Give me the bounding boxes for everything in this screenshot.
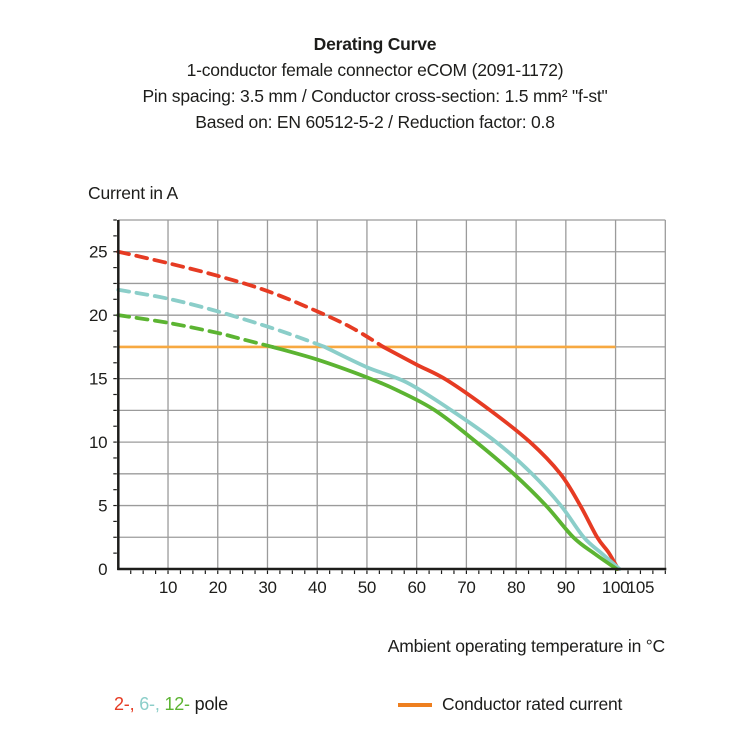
x-tick-label: 70 [457,578,475,597]
curve-2-pole [116,249,620,571]
page-title: Derating Curve [313,34,437,54]
x-axis-label: Ambient operating temperature in °C [387,636,665,656]
x-tick-label: 105 [627,578,654,597]
axes [117,220,667,571]
legend-rated-current: Conductor rated current [398,694,622,715]
x-tick-label: 50 [358,578,376,597]
curve-12-pole [116,313,619,571]
x-tick-label: 80 [507,578,525,597]
curve-6-pole-dashed [116,287,327,349]
rated-current-label: Conductor rated current [442,694,623,714]
curve-6-pole [116,287,622,571]
curve-2-pole-dashed [116,249,386,349]
y-tick-label: 10 [89,433,107,452]
y-tick-label: 5 [98,497,107,516]
curve-12-pole-dashed [116,313,275,349]
legend-pole-word: pole [194,694,228,714]
y-axis-label: Current in A [88,183,179,203]
curve-12-pole-solid [270,345,619,571]
y-tick-label: 15 [89,370,107,389]
chart-header: Derating Curve 1-conductor female connec… [0,31,750,135]
rated-current-line-swatch [398,702,432,707]
x-tick-label: 100 [602,578,629,597]
legend-12-pole: 12- [164,694,195,714]
subtitle-line-2: Pin spacing: 3.5 mm / Conductor cross-se… [142,86,608,106]
x-tick-label: 20 [209,578,227,597]
subtitle-line-3: Based on: EN 60512-5-2 / Reduction facto… [195,112,555,132]
subtitle-line-1: 1-conductor female connector eCOM (2091-… [186,60,564,80]
legend-pole-counts: 2-, 6-, 12- pole [114,694,228,715]
y-tick-label: 20 [89,306,107,325]
x-tick-label: 30 [258,578,276,597]
x-tick-label: 40 [308,578,326,597]
legend-2-pole: 2-, [114,694,140,714]
curve-6-pole-solid [322,345,622,571]
legend-6-pole: 6-, [139,694,165,714]
grid [118,219,666,569]
minor-ticks [113,219,666,574]
x-tick-label: 60 [408,578,426,597]
x-tick-label: 90 [557,578,575,597]
x-tick-label: 10 [159,578,177,597]
y-tick-label: 0 [98,560,107,579]
curve-2-pole-solid [381,345,620,571]
y-tick-label: 25 [89,243,107,262]
